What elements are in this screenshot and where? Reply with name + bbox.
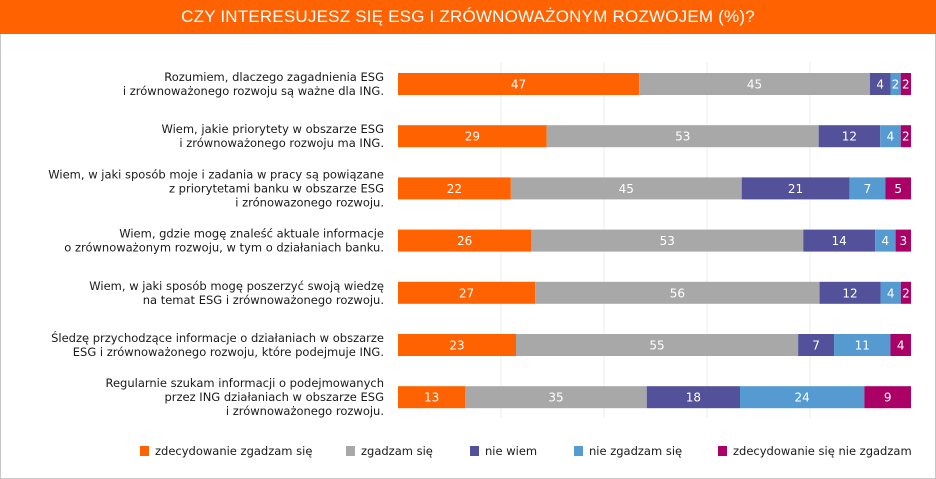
data-label: 5	[894, 182, 902, 196]
data-label: 55	[649, 339, 664, 353]
data-label: 7	[864, 182, 872, 196]
data-label: 9	[884, 391, 892, 405]
category-label: Rozumiem, dlaczego zagadnienia ESG	[164, 70, 384, 84]
bar-segment	[890, 334, 911, 356]
bar-segment	[895, 229, 911, 252]
category-label: z priorytetami banku w obszarze ESG	[169, 181, 384, 195]
bar-segment	[398, 177, 511, 200]
category-label: i zrónowazonego rozwoju.	[235, 195, 384, 209]
category-label: i zrównoważonego rozwoju są ważne dla IN…	[123, 84, 384, 98]
bar-segment	[864, 386, 911, 409]
data-label: 22	[447, 182, 462, 196]
bar-segment	[639, 73, 870, 95]
data-label: 27	[459, 286, 474, 300]
legend-label: zdecydowanie się nie zgadzam	[733, 444, 912, 458]
category-label: Regularnie szukam informacji o podejmowa…	[105, 376, 384, 390]
data-label: 2	[902, 78, 910, 92]
legend-swatch	[574, 446, 583, 456]
bar-segment	[834, 334, 891, 356]
legend-label: zgadzam się	[361, 444, 433, 458]
legend-label: nie zgadzam się	[589, 444, 682, 458]
bar-segment	[398, 229, 532, 252]
bar-segment	[798, 334, 835, 356]
bar-segment	[849, 177, 886, 200]
category-label: i zrównoważonego rozwoju ma ING.	[179, 136, 384, 150]
bar-segment	[398, 281, 536, 304]
category-label: o zrównoważonym rozwoju, w tym o działan…	[64, 241, 384, 255]
category-label: przez ING działaniach w obszarze ESG	[164, 390, 384, 404]
bar-segment	[819, 281, 881, 304]
category-label: Wiem, w jaki sposób mogę poszerzyć swoją…	[89, 279, 384, 293]
bar-segment	[398, 386, 466, 409]
bar-segment	[880, 281, 901, 304]
data-label: 29	[465, 130, 480, 144]
data-label: 53	[675, 130, 690, 144]
bar-segment	[818, 125, 881, 148]
legend-swatch	[346, 446, 355, 456]
data-label: 3	[899, 234, 907, 248]
legend-swatch	[718, 446, 727, 456]
bar-segment	[900, 125, 911, 148]
bar-segment	[398, 125, 547, 148]
legend-swatch	[140, 446, 149, 456]
bar-segment	[646, 386, 740, 409]
bar-segment	[869, 73, 891, 95]
legend-label: zdecydowanie zgadzam się	[155, 444, 312, 458]
data-label: 14	[832, 234, 847, 248]
data-label: 4	[897, 339, 905, 353]
data-label: 24	[795, 391, 810, 405]
bar-segment	[875, 229, 896, 252]
data-label: 56	[670, 286, 685, 300]
data-label: 2	[892, 78, 900, 92]
data-label: 2	[902, 130, 910, 144]
bar-segment	[741, 177, 850, 200]
data-label: 2	[902, 286, 910, 300]
data-label: 4	[887, 130, 895, 144]
legend-swatch	[470, 446, 479, 456]
data-label: 35	[548, 391, 563, 405]
chart-title: CZY INTERESUJESZ SIĘ ESG I ZRÓWNOWAŻONYM…	[0, 0, 936, 34]
category-label: Wiem, gdzie mogę znaleść aktuale informa…	[119, 227, 384, 241]
legend-label: nie wiem	[485, 444, 537, 458]
data-label: 7	[812, 339, 820, 353]
category-label: na temat ESG i zrównoważonego rozwoju.	[143, 293, 384, 307]
data-label: 26	[457, 234, 472, 248]
bar-segment	[510, 177, 742, 200]
data-label: 18	[686, 391, 701, 405]
data-label: 12	[842, 130, 857, 144]
category-label: Wiem, w jaki sposób moje i zadania w pra…	[48, 167, 384, 181]
bar-segment	[890, 73, 901, 95]
category-label: Wiem, jakie priorytety w obszarze ESG	[161, 122, 384, 136]
data-label: 21	[788, 182, 803, 196]
category-label: ESG i zrównoważonego rozwoju, które pode…	[73, 345, 384, 359]
data-label: 47	[511, 78, 526, 92]
bar-segment	[900, 73, 911, 95]
data-label: 4	[887, 286, 895, 300]
data-label: 45	[747, 78, 762, 92]
bar-segment	[880, 125, 901, 148]
bar-segment	[740, 386, 865, 409]
data-label: 4	[876, 78, 884, 92]
bar-segment	[398, 334, 516, 356]
data-label: 23	[449, 339, 464, 353]
bar-segment	[465, 386, 647, 409]
data-label: 4	[882, 234, 890, 248]
data-label: 11	[855, 339, 870, 353]
data-label: 13	[424, 391, 439, 405]
bar-segment	[885, 177, 911, 200]
bar-segment	[531, 229, 804, 252]
bar-segment	[535, 281, 820, 304]
category-label: Śledzę przychodzące informacje o działan…	[51, 330, 384, 345]
bar-segment	[515, 334, 799, 356]
category-label: i zrównoważonego rozwoju.	[226, 404, 384, 418]
bar-segment	[398, 73, 640, 95]
bar-segment	[546, 125, 819, 148]
data-label: 12	[842, 286, 857, 300]
data-label: 45	[619, 182, 634, 196]
bar-segment	[900, 281, 911, 304]
bar-segment	[803, 229, 876, 252]
data-label: 53	[660, 234, 675, 248]
